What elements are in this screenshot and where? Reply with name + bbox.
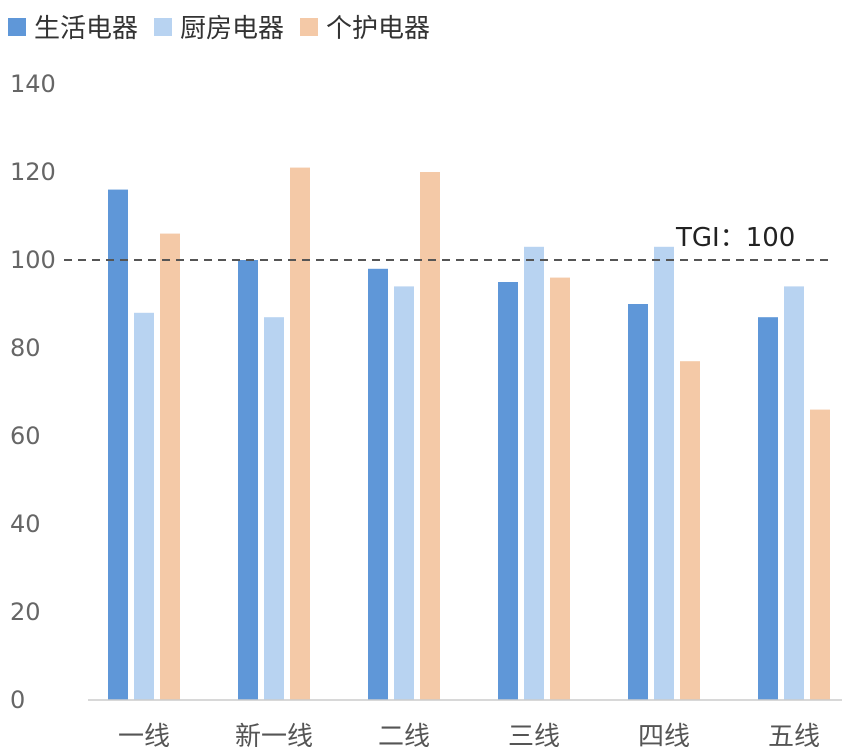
y-tick-label: 20	[10, 598, 41, 626]
bar	[264, 317, 284, 700]
legend-item-living: 生活电器	[8, 8, 138, 45]
y-tick-label: 60	[10, 422, 41, 450]
bar	[784, 286, 804, 700]
bar	[160, 233, 180, 700]
y-tick-label: 0	[10, 686, 25, 714]
bar	[498, 282, 518, 700]
bar	[134, 312, 154, 700]
legend-label-kitchen: 厨房电器	[180, 14, 285, 44]
bar	[368, 268, 388, 700]
bar	[290, 167, 310, 701]
y-tick-label: 80	[10, 334, 41, 362]
bar	[654, 246, 674, 701]
legend: 生活电器 厨房电器 个护电器	[8, 8, 430, 45]
legend-swatch-personal-care	[300, 17, 319, 36]
bars	[108, 167, 830, 701]
y-axis-ticks: 0 20 40 60 80 100 120 140	[10, 70, 56, 714]
x-axis-labels: 一线 新一线 二线 三线 四线 五线	[118, 722, 820, 752]
x-category-label: 三线	[508, 722, 560, 752]
y-tick-label: 120	[10, 158, 56, 186]
legend-label-living: 生活电器	[34, 14, 139, 44]
x-category-label: 四线	[638, 722, 690, 752]
x-category-label: 一线	[118, 722, 170, 752]
bar	[550, 277, 570, 700]
y-tick-label: 100	[10, 246, 56, 274]
legend-item-kitchen: 厨房电器	[154, 8, 284, 45]
legend-swatch-living	[8, 17, 26, 36]
y-tick-label: 40	[10, 510, 41, 538]
bar	[680, 361, 700, 700]
bar	[238, 260, 258, 700]
tgi-reference-label: TGI：100	[675, 223, 795, 253]
legend-swatch-kitchen	[154, 17, 173, 36]
bar	[628, 304, 648, 700]
bar	[394, 286, 414, 700]
x-category-label: 二线	[378, 722, 430, 752]
bar	[108, 189, 128, 700]
bar	[810, 409, 830, 700]
y-tick-label: 140	[10, 70, 56, 98]
legend-label-personal-care: 个护电器	[326, 14, 431, 44]
legend-item-personal-care: 个护电器	[300, 8, 430, 45]
bar	[524, 246, 544, 701]
x-category-label: 新一线	[235, 722, 313, 752]
bar	[420, 172, 440, 700]
bar	[758, 317, 778, 700]
x-category-label: 五线	[768, 722, 820, 752]
